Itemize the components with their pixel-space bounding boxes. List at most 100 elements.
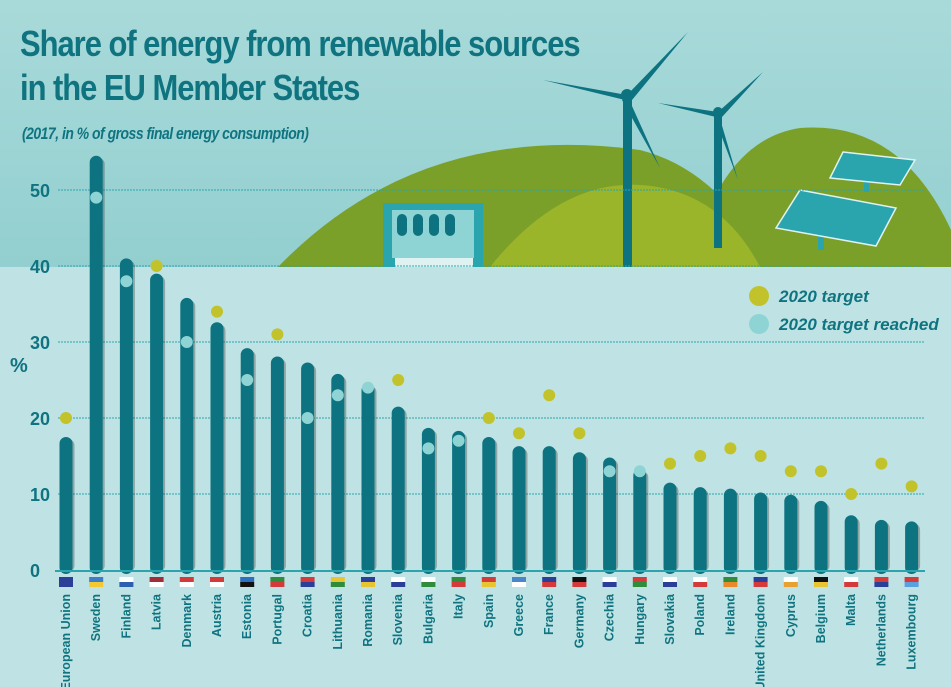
target-reached-marker xyxy=(180,336,193,348)
landscape-illustration xyxy=(278,32,951,267)
y-tick-label: 0 xyxy=(30,561,40,581)
target-marker xyxy=(875,457,888,470)
x-tick-label: European Union xyxy=(59,594,73,687)
y-tick-label: 30 xyxy=(30,333,50,353)
bar xyxy=(542,446,556,574)
flag-icon xyxy=(693,577,708,587)
target-reached-marker xyxy=(90,191,103,204)
flag-icon xyxy=(512,577,526,587)
flag-icon xyxy=(481,577,496,587)
target-reached-marker xyxy=(422,442,435,455)
x-tick-label: Slovakia xyxy=(663,593,677,645)
flag-icon xyxy=(602,577,617,587)
target-marker xyxy=(482,412,495,424)
bar xyxy=(603,457,617,574)
bar xyxy=(723,488,737,574)
bar xyxy=(421,427,435,574)
flag-icon xyxy=(572,577,587,587)
target-marker xyxy=(664,457,676,470)
x-tick-label: Sweden xyxy=(89,594,103,641)
y-axis-label: % xyxy=(10,355,28,377)
target-reached-marker xyxy=(633,465,646,478)
flag-icon xyxy=(844,577,859,587)
x-tick-label: Portugal xyxy=(270,594,284,645)
y-tick-label: 50 xyxy=(30,181,50,201)
flag-icon xyxy=(330,577,345,587)
legend-reached-swatch xyxy=(749,314,769,334)
flag-icon xyxy=(542,577,557,587)
x-tick-label: Lithuania xyxy=(331,593,345,650)
bars xyxy=(59,155,921,575)
bar xyxy=(89,155,103,575)
solar-panel-icon xyxy=(774,151,917,250)
bar xyxy=(150,273,164,574)
target-markers xyxy=(60,191,918,500)
target-marker xyxy=(784,465,797,478)
x-tick-label: France xyxy=(542,594,556,635)
bar xyxy=(874,519,888,574)
bar xyxy=(844,515,858,574)
flag-icon xyxy=(59,577,73,587)
x-tick-label: Hungary xyxy=(633,594,647,645)
flag-icon xyxy=(632,577,647,587)
bar xyxy=(482,437,496,574)
title-line-2: in the EU Member States xyxy=(20,67,360,108)
flag-icon xyxy=(814,577,828,587)
bar xyxy=(512,446,526,574)
x-tick-label: United Kingdom xyxy=(754,594,768,687)
bar xyxy=(180,297,194,574)
bar xyxy=(361,383,375,574)
target-marker xyxy=(543,389,556,402)
target-marker xyxy=(694,450,707,462)
legend-target-label: 2020 target xyxy=(778,287,870,306)
flag-icon xyxy=(119,577,134,587)
flag-icon xyxy=(361,577,375,587)
wind-turbine-large-icon xyxy=(543,32,688,267)
flag-icon xyxy=(753,577,768,587)
x-tick-label: Romania xyxy=(361,593,375,647)
flag-icon xyxy=(391,577,406,587)
bar xyxy=(814,500,828,574)
target-marker xyxy=(573,427,586,440)
target-marker xyxy=(724,442,737,455)
bar xyxy=(59,437,73,574)
bar xyxy=(633,468,647,574)
bar xyxy=(905,521,919,574)
x-tick-label: Germany xyxy=(572,594,586,648)
page-title: Share of energy from renewable sources i… xyxy=(20,22,581,110)
country-flags xyxy=(59,577,919,587)
flag-icon xyxy=(240,577,255,587)
flag-icon xyxy=(421,577,436,587)
flag-icon xyxy=(904,577,919,587)
x-tick-label: Croatia xyxy=(301,593,315,637)
y-tick-label: 10 xyxy=(30,485,50,505)
flag-icon xyxy=(723,577,738,587)
title-line-1: Share of energy from renewable sources xyxy=(20,23,581,64)
target-reached-marker xyxy=(603,465,616,478)
y-tick-label: 40 xyxy=(30,257,50,277)
flag-icon xyxy=(149,577,164,587)
bar xyxy=(331,373,345,574)
bar xyxy=(391,406,405,574)
target-marker xyxy=(845,488,858,500)
target-reached-marker xyxy=(120,275,133,288)
target-marker xyxy=(815,465,827,478)
x-axis-labels: European Union Sweden Finland Latvia Denmark… xyxy=(59,593,919,687)
x-tick-label: Denmark xyxy=(180,594,194,648)
target-marker xyxy=(150,260,163,272)
x-tick-label: Belgium xyxy=(814,594,828,643)
x-tick-label: Italy xyxy=(452,594,466,619)
target-marker xyxy=(754,450,767,462)
x-tick-label: Ireland xyxy=(723,594,737,635)
x-tick-label: Netherlands xyxy=(874,594,888,666)
flag-icon xyxy=(210,577,224,587)
target-marker xyxy=(392,374,405,386)
x-tick-label: Finland xyxy=(119,594,133,638)
target-reached-marker xyxy=(452,434,465,447)
x-tick-label: Austria xyxy=(210,593,224,637)
x-tick-label: Estonia xyxy=(240,593,254,639)
x-tick-label: Greece xyxy=(512,594,526,636)
bar xyxy=(754,492,768,574)
